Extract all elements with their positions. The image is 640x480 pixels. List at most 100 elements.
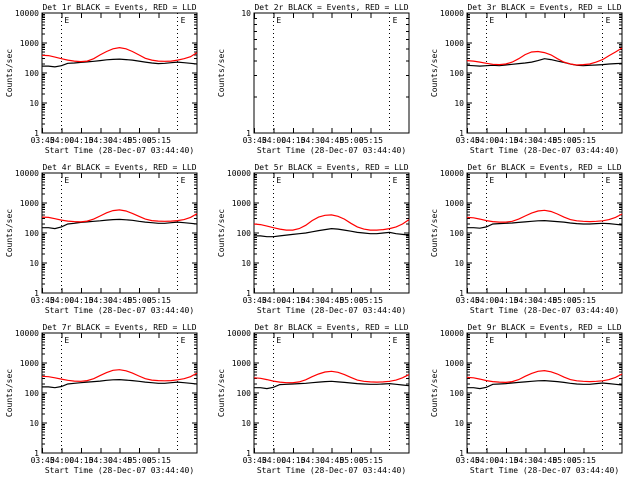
panel-title: Det 1r BLACK = Events, RED = LLD bbox=[42, 3, 196, 12]
y-axis-label: Counts/sec bbox=[430, 49, 439, 97]
y-tick-label: 1 bbox=[34, 289, 39, 298]
panel-1: Det 1r BLACK = Events, RED = LLD 1 10 100 10… bbox=[5, 3, 198, 155]
x-tick-label: 04:15 bbox=[281, 296, 305, 305]
x-tick-label: 05:00 bbox=[339, 456, 363, 465]
x-tick-label: 05:15 bbox=[359, 456, 383, 465]
x-tick-label: 05:15 bbox=[359, 296, 383, 305]
x-tick-label: 04:15 bbox=[69, 136, 93, 145]
plot-frame bbox=[253, 12, 410, 134]
panel-6: Det 6r BLACK = Events, RED = LLD 1 10 100 10… bbox=[430, 163, 623, 315]
y-tick-label: 100 bbox=[237, 229, 252, 238]
events-series-line bbox=[254, 380, 410, 390]
x-tick-label: 05:00 bbox=[339, 296, 363, 305]
y-tick-label: 100 bbox=[25, 389, 40, 398]
x-tick-label: 04:00 bbox=[475, 456, 499, 465]
panel-7: Det 7r BLACK = Events, RED = LLD 1 10 100 10… bbox=[5, 323, 198, 475]
x-tick-label: 04:15 bbox=[281, 456, 305, 465]
x-tick-label: 05:00 bbox=[127, 456, 151, 465]
y-axis-label: Counts/sec bbox=[217, 209, 226, 257]
events-series-line bbox=[42, 218, 198, 230]
event-marker-symbol: E bbox=[393, 176, 398, 185]
panel-title: Det 3r BLACK = Events, RED = LLD bbox=[467, 3, 621, 12]
x-tick-label: 04:45 bbox=[320, 296, 344, 305]
y-tick-label: 10000 bbox=[15, 329, 39, 338]
lld-series-line bbox=[466, 369, 623, 384]
y-tick-label: 1000 bbox=[445, 39, 464, 48]
events-series-line bbox=[467, 219, 623, 229]
event-marker-symbol: E bbox=[181, 176, 186, 185]
y-tick-label: 10 bbox=[29, 419, 39, 428]
y-tick-label: 10000 bbox=[227, 169, 251, 178]
y-tick-label: 100 bbox=[25, 69, 40, 78]
plot-frame bbox=[466, 332, 623, 454]
x-tick-label: 05:00 bbox=[339, 136, 363, 145]
x-tick-label: 04:15 bbox=[281, 136, 305, 145]
x-tick-label: 04:30 bbox=[301, 136, 325, 145]
x-tick-label: 04:45 bbox=[533, 296, 557, 305]
y-tick-label: 1 bbox=[34, 129, 39, 138]
x-tick-label: 05:15 bbox=[572, 456, 596, 465]
panel-title: Det 6r BLACK = Events, RED = LLD bbox=[467, 163, 621, 172]
x-tick-label: 03:45 bbox=[456, 296, 480, 305]
panel-2: Det 2r BLACK = Events, RED = LLD 1 10 Count… bbox=[217, 3, 410, 155]
x-tick-label: 04:00 bbox=[475, 136, 499, 145]
x-tick-label: 04:00 bbox=[475, 296, 499, 305]
y-tick-label: 10 bbox=[241, 419, 251, 428]
event-marker-symbol: E bbox=[276, 336, 281, 345]
panel-title: Det 9r BLACK = Events, RED = LLD bbox=[467, 323, 621, 332]
y-tick-label: 10 bbox=[454, 99, 464, 108]
y-axis-label: Counts/sec bbox=[217, 369, 226, 417]
x-axis-label: Start Time (28-Dec-07 03:44:40) bbox=[257, 146, 406, 155]
panel-title: Det 7r BLACK = Events, RED = LLD bbox=[42, 323, 196, 332]
lld-series-line bbox=[253, 370, 410, 384]
x-axis-label: Start Time (28-Dec-07 03:44:40) bbox=[470, 466, 619, 475]
y-tick-label: 100 bbox=[237, 389, 252, 398]
x-tick-label: 04:45 bbox=[320, 456, 344, 465]
x-axis-label: Start Time (28-Dec-07 03:44:40) bbox=[470, 306, 619, 315]
x-tick-label: 03:45 bbox=[243, 136, 267, 145]
panel-5: Det 5r BLACK = Events, RED = LLD 1 10 100 10… bbox=[217, 163, 410, 315]
x-tick-label: 03:45 bbox=[243, 296, 267, 305]
x-tick-label: 04:15 bbox=[494, 136, 518, 145]
lld-series-line bbox=[466, 209, 623, 223]
y-axis-label: Counts/sec bbox=[430, 369, 439, 417]
event-marker-symbol: E bbox=[393, 336, 398, 345]
y-tick-label: 100 bbox=[25, 229, 40, 238]
y-tick-label: 10 bbox=[454, 419, 464, 428]
panel-title: Det 5r BLACK = Events, RED = LLD bbox=[254, 163, 408, 172]
x-axis-label: Start Time (28-Dec-07 03:44:40) bbox=[257, 306, 406, 315]
events-series-line bbox=[466, 58, 623, 67]
y-axis-label: Counts/sec bbox=[217, 49, 226, 97]
x-tick-label: 04:30 bbox=[89, 296, 113, 305]
x-tick-label: 04:30 bbox=[301, 456, 325, 465]
x-tick-label: 04:45 bbox=[108, 456, 132, 465]
x-tick-label: 05:15 bbox=[572, 296, 596, 305]
x-tick-label: 04:30 bbox=[89, 136, 113, 145]
y-tick-label: 10 bbox=[454, 259, 464, 268]
x-tick-label: 05:15 bbox=[572, 136, 596, 145]
x-tick-label: 05:15 bbox=[359, 136, 383, 145]
events-series-line bbox=[254, 227, 410, 238]
panel-title: Det 2r BLACK = Events, RED = LLD bbox=[254, 3, 408, 12]
panel-3: Det 3r BLACK = Events, RED = LLD 1 10 100 10… bbox=[430, 3, 623, 155]
x-tick-label: 03:45 bbox=[243, 456, 267, 465]
events-series-line bbox=[42, 378, 198, 389]
event-marker-symbol: E bbox=[606, 176, 611, 185]
lld-series-line bbox=[41, 369, 198, 382]
y-tick-label: 10 bbox=[241, 9, 251, 18]
x-axis-label: Start Time (28-Dec-07 03:44:40) bbox=[45, 466, 194, 475]
event-marker-symbol: E bbox=[489, 176, 494, 185]
events-series-line bbox=[467, 379, 623, 390]
x-tick-label: 04:30 bbox=[514, 296, 538, 305]
x-tick-label: 05:15 bbox=[147, 456, 171, 465]
event-marker-symbol: E bbox=[489, 16, 494, 25]
x-tick-label: 04:15 bbox=[494, 296, 518, 305]
y-tick-label: 10 bbox=[29, 99, 39, 108]
event-marker-symbol: E bbox=[393, 16, 398, 25]
x-tick-label: 04:45 bbox=[533, 456, 557, 465]
plot-frame bbox=[41, 332, 198, 454]
plot-frame bbox=[41, 12, 198, 134]
y-tick-label: 1 bbox=[34, 449, 39, 458]
y-tick-label: 1000 bbox=[232, 359, 251, 368]
y-tick-label: 1000 bbox=[20, 39, 39, 48]
